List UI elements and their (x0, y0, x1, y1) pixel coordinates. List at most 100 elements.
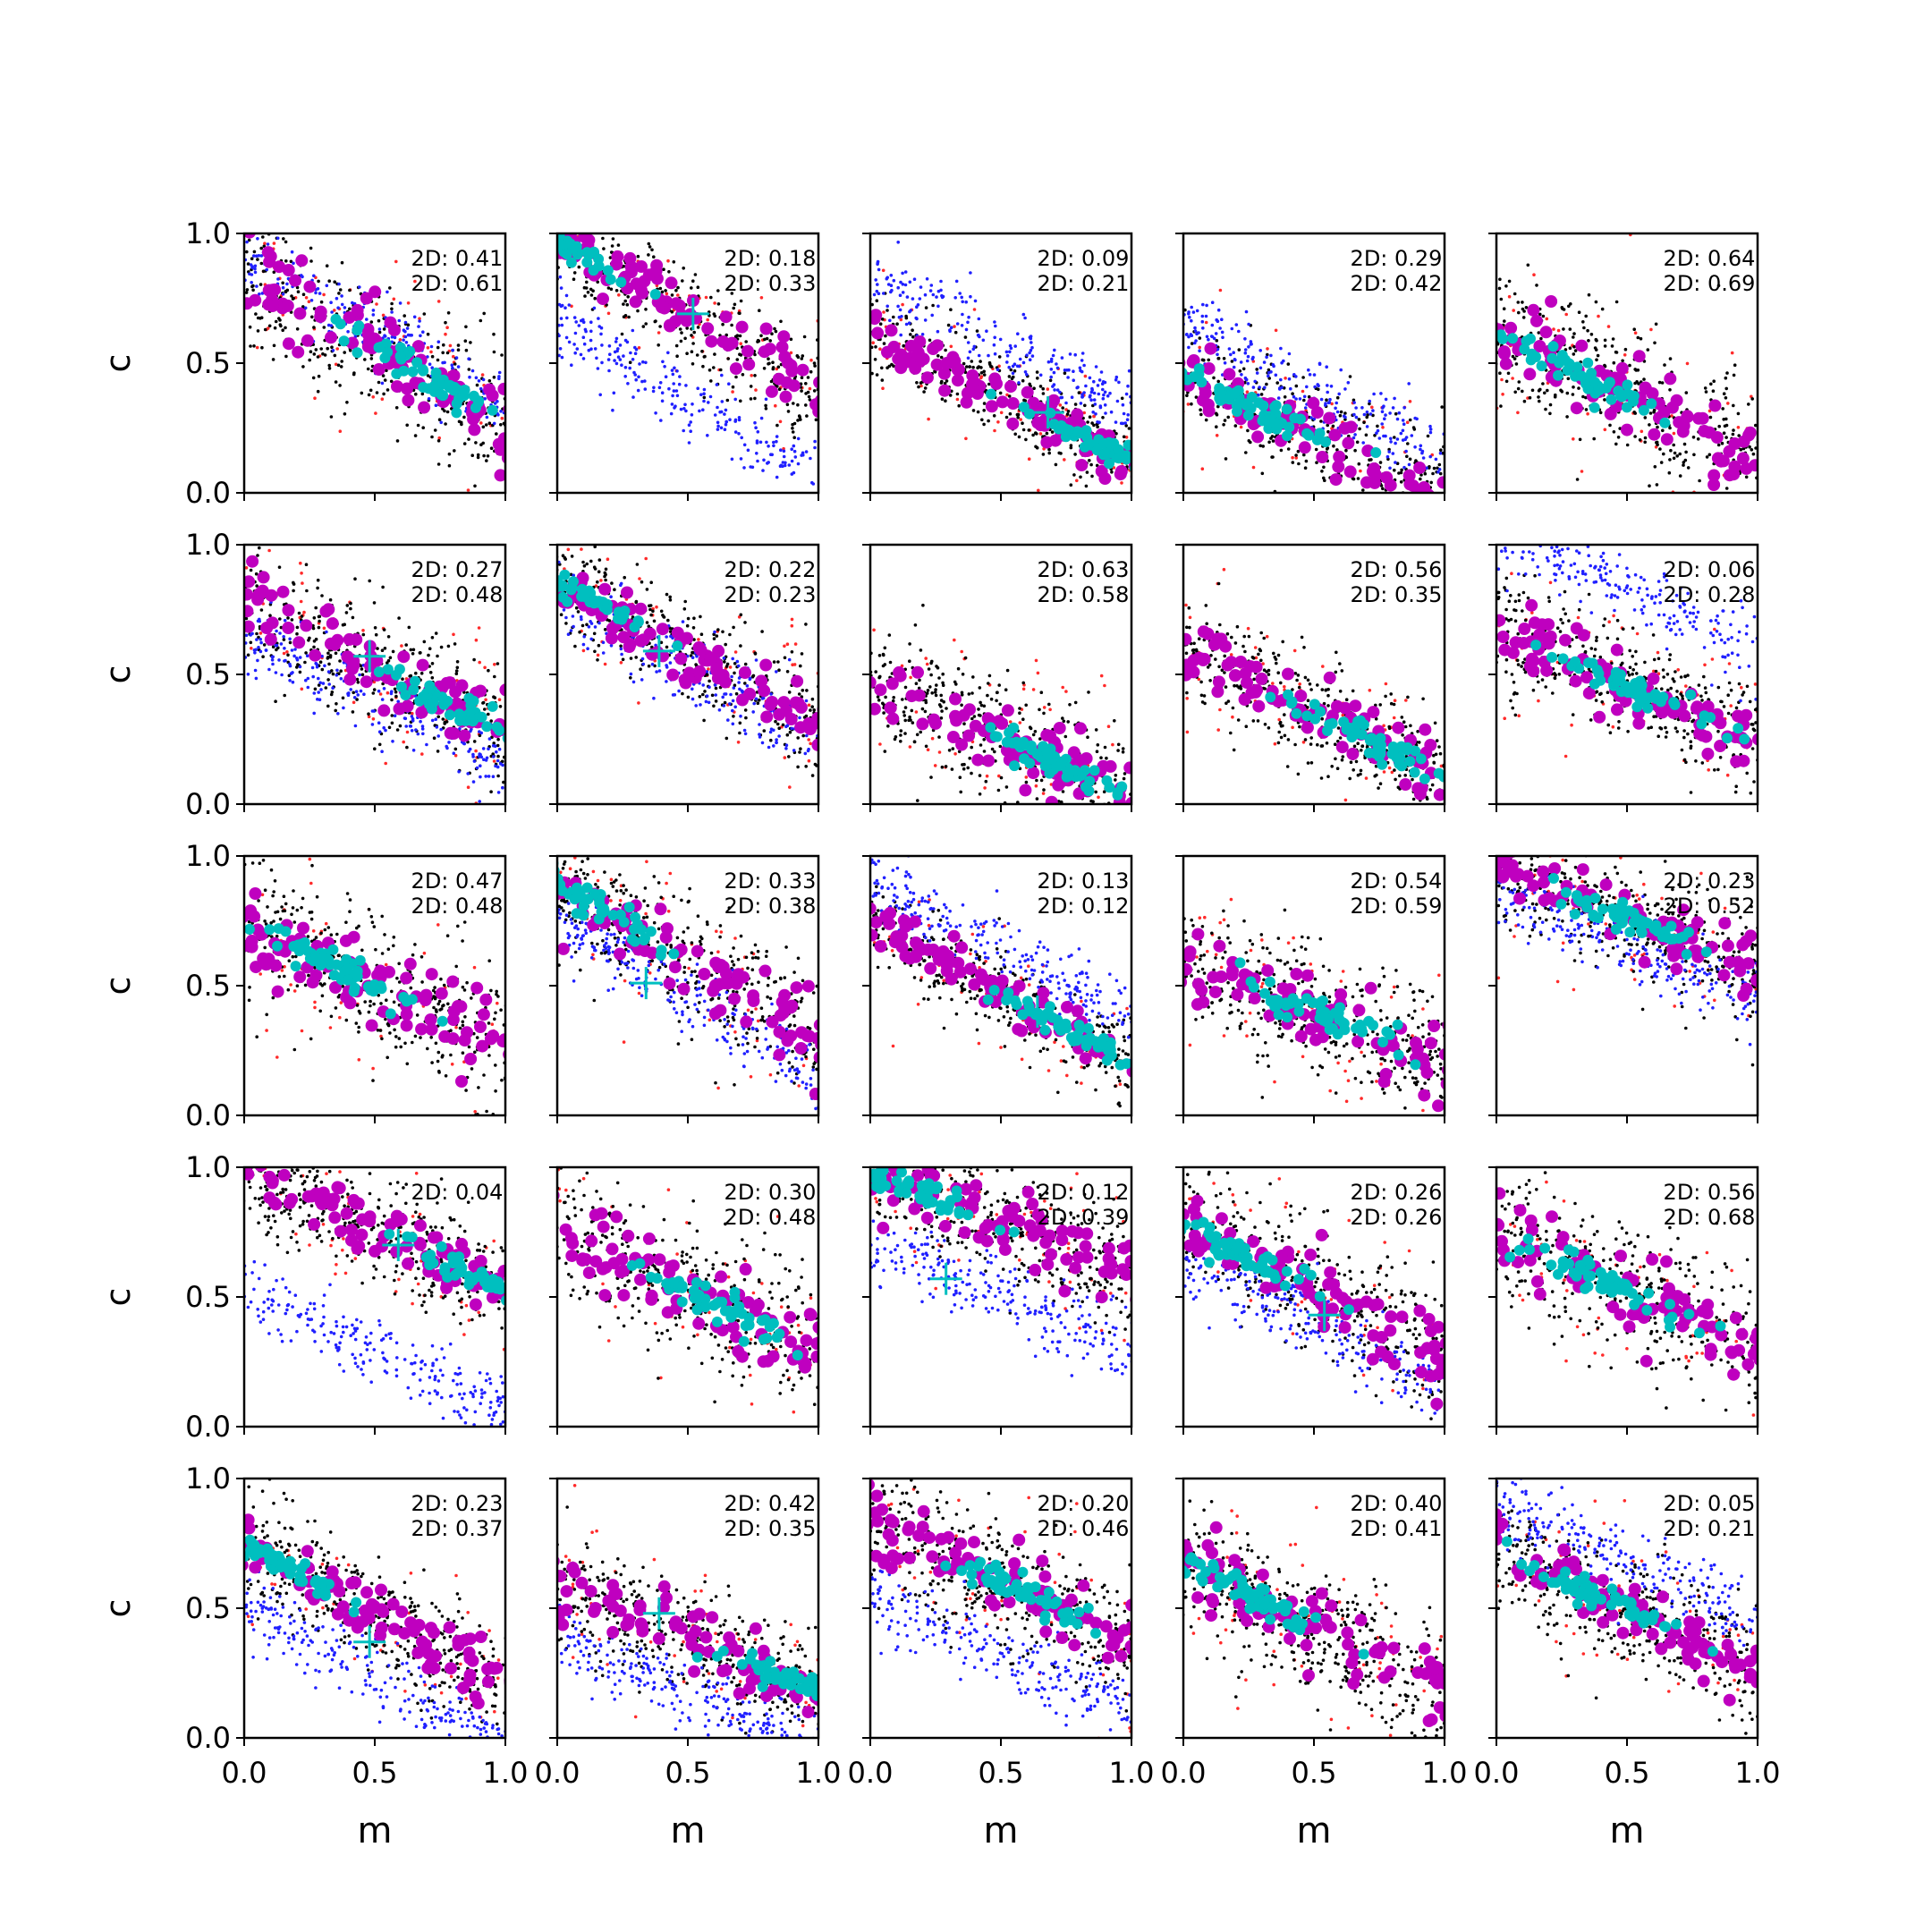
magenta-point (1692, 411, 1706, 425)
black-point (691, 342, 695, 345)
black-point (695, 353, 699, 357)
black-point (1504, 379, 1509, 384)
red-point (483, 665, 487, 670)
blue-point (1028, 351, 1031, 355)
red-point (882, 310, 886, 314)
blue-point (1239, 360, 1243, 364)
black-point (271, 358, 275, 361)
black-point (1207, 358, 1210, 362)
magenta-point (1499, 357, 1513, 370)
black-point (1639, 336, 1643, 341)
blue-point (1109, 410, 1114, 414)
blue-point (391, 740, 394, 743)
black-point (258, 317, 262, 320)
blue-point (898, 308, 902, 312)
black-point (1548, 402, 1553, 407)
magenta-point (401, 382, 413, 395)
blue-point (652, 386, 656, 390)
red-point (437, 436, 442, 440)
blue-point (398, 301, 402, 305)
cyan-point (557, 233, 565, 242)
black-point (1326, 423, 1329, 428)
blue-point (790, 459, 794, 463)
blue-point (1365, 425, 1369, 428)
magenta-point (293, 307, 307, 320)
red-point (1556, 328, 1561, 333)
black-point (328, 597, 333, 602)
black-point (1066, 410, 1071, 413)
blue-point (1389, 436, 1393, 441)
black-point (1089, 462, 1093, 467)
black-point (341, 696, 345, 700)
black-point (305, 589, 309, 593)
blue-point (472, 759, 477, 763)
blue-point (716, 420, 720, 425)
black-point (719, 368, 723, 372)
black-point (419, 651, 422, 655)
red-point (301, 581, 304, 585)
black-point (426, 374, 430, 377)
red-point (1707, 409, 1712, 413)
red-point (307, 300, 311, 304)
red-point (406, 301, 411, 305)
black-point (469, 341, 472, 344)
red-point (1266, 347, 1269, 351)
black-point (371, 691, 376, 695)
magenta-point (1040, 436, 1054, 449)
black-point (402, 314, 407, 318)
black-point (1632, 327, 1636, 332)
red-point (949, 344, 953, 349)
black-point (445, 720, 449, 724)
black-point (880, 366, 884, 370)
blue-point (614, 336, 619, 341)
black-point (389, 379, 394, 384)
cyan-point (602, 265, 614, 276)
blue-point (1368, 412, 1373, 416)
red-point (452, 354, 455, 359)
blue-point (436, 734, 441, 738)
blue-point (907, 321, 911, 326)
black-point (1215, 412, 1219, 417)
panel-points (244, 546, 505, 804)
black-point (323, 353, 327, 357)
black-point (1034, 431, 1038, 435)
black-point (405, 423, 410, 428)
blue-point (436, 340, 441, 344)
black-point (1069, 483, 1073, 487)
black-point (880, 378, 885, 382)
black-point (680, 331, 683, 335)
black-point (1199, 412, 1203, 417)
magenta-point (787, 379, 801, 393)
blue-point (987, 353, 990, 358)
black-point (1007, 375, 1012, 378)
blue-point (321, 682, 326, 685)
blue-point (1126, 384, 1130, 388)
black-point (261, 235, 265, 239)
black-point (485, 459, 488, 462)
blue-point (559, 286, 564, 290)
black-point (272, 270, 276, 275)
blue-point (580, 318, 583, 323)
black-point (1668, 426, 1672, 430)
black-point (388, 656, 393, 660)
red-point (299, 561, 302, 565)
blue-point (1021, 337, 1025, 342)
black-point (333, 353, 337, 358)
blue-point (762, 458, 766, 462)
blue-point (311, 674, 316, 679)
cyan-point (418, 382, 429, 393)
blue-point (782, 454, 786, 459)
blue-point (256, 658, 259, 663)
black-point (248, 325, 252, 329)
red-point (448, 343, 453, 348)
magenta-point (1380, 470, 1394, 484)
magenta-point (1436, 476, 1445, 489)
black-point (489, 790, 493, 793)
magenta-point (1660, 433, 1674, 446)
black-point (1073, 453, 1077, 456)
cyan-point (1258, 400, 1269, 411)
black-point (422, 312, 427, 316)
red-point (979, 376, 983, 380)
blue-point (720, 373, 724, 377)
